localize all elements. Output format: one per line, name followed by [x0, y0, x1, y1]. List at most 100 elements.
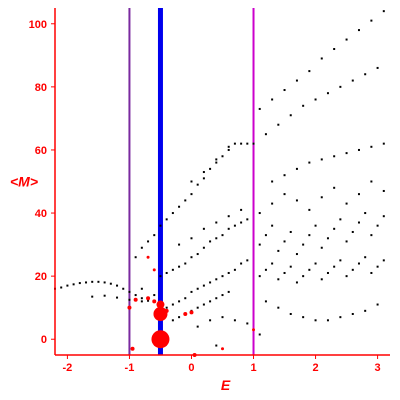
- data-point: [320, 57, 323, 60]
- x-tick-label: -1: [125, 362, 135, 374]
- data-point: [178, 243, 181, 246]
- data-point: [345, 38, 348, 41]
- data-point: [271, 98, 274, 101]
- highlight-point: [183, 311, 188, 316]
- data-point: [202, 177, 205, 180]
- data-point: [240, 221, 243, 224]
- data-point: [364, 256, 367, 259]
- data-point: [202, 171, 205, 174]
- data-point: [320, 196, 323, 199]
- x-tick-label: -2: [63, 362, 73, 374]
- data-point: [66, 284, 69, 287]
- data-point: [382, 10, 385, 13]
- highlight-point: [146, 296, 151, 301]
- data-point: [140, 246, 143, 249]
- data-point: [103, 281, 106, 284]
- data-point: [376, 224, 379, 227]
- data-point: [376, 66, 379, 69]
- y-tick-label: 0: [41, 334, 47, 346]
- data-point: [271, 202, 274, 205]
- data-point: [277, 278, 280, 281]
- data-point: [326, 319, 329, 322]
- data-point: [339, 259, 342, 262]
- data-point: [345, 275, 348, 278]
- data-point: [271, 180, 274, 183]
- data-point: [351, 230, 354, 233]
- data-point: [364, 309, 367, 312]
- data-point: [295, 79, 298, 82]
- data-point: [159, 224, 162, 227]
- data-point: [283, 271, 286, 274]
- highlight-point: [189, 310, 194, 315]
- data-point: [171, 319, 174, 322]
- data-point: [289, 312, 292, 315]
- data-point: [209, 300, 212, 303]
- y-tick-label: 100: [29, 19, 47, 31]
- data-point: [153, 294, 156, 297]
- highlight-point: [133, 297, 138, 302]
- data-point: [128, 298, 131, 301]
- data-point: [370, 19, 373, 22]
- data-point: [382, 259, 385, 262]
- data-point: [326, 92, 329, 95]
- data-point: [91, 295, 94, 298]
- data-point: [295, 281, 298, 284]
- highlight-point: [146, 255, 150, 259]
- data-point: [165, 271, 168, 274]
- data-point: [308, 268, 311, 271]
- data-point: [302, 243, 305, 246]
- data-point: [357, 262, 360, 265]
- data-point: [178, 205, 181, 208]
- data-point: [258, 275, 261, 278]
- data-point: [283, 240, 286, 243]
- data-point: [196, 306, 199, 309]
- data-point: [215, 278, 218, 281]
- data-point: [221, 234, 224, 237]
- data-point: [215, 161, 218, 164]
- data-point: [233, 268, 236, 271]
- data-point: [246, 259, 249, 262]
- data-point: [258, 333, 261, 336]
- data-point: [289, 114, 292, 117]
- data-point: [190, 290, 193, 293]
- data-point: [264, 268, 267, 271]
- data-point: [233, 142, 236, 145]
- data-point: [140, 300, 143, 303]
- data-point: [202, 227, 205, 230]
- data-point: [283, 89, 286, 92]
- data-point: [190, 256, 193, 259]
- data-point: [221, 275, 224, 278]
- data-point: [178, 316, 181, 319]
- data-point: [147, 299, 150, 302]
- data-point: [246, 218, 249, 221]
- highlight-point: [156, 300, 165, 309]
- highlight-point: [127, 305, 132, 310]
- data-point: [314, 262, 317, 265]
- data-point: [171, 303, 174, 306]
- data-point: [159, 275, 162, 278]
- data-point: [171, 268, 174, 271]
- data-point: [240, 262, 243, 265]
- data-point: [264, 234, 267, 237]
- highlight-point: [164, 308, 169, 313]
- data-point: [320, 278, 323, 281]
- data-point: [246, 322, 249, 325]
- data-point: [227, 290, 230, 293]
- data-point: [184, 297, 187, 300]
- data-point: [376, 303, 379, 306]
- data-point: [357, 29, 360, 32]
- data-point: [196, 287, 199, 290]
- data-point: [271, 262, 274, 265]
- data-point: [109, 282, 112, 285]
- data-point: [196, 183, 199, 186]
- data-point: [333, 227, 336, 230]
- y-tick-label: 80: [35, 82, 47, 94]
- data-point: [382, 189, 385, 192]
- y-axis-label: <M>: [10, 174, 38, 190]
- data-point: [221, 294, 224, 297]
- data-point: [240, 142, 243, 145]
- data-point: [264, 300, 267, 303]
- data-point: [78, 282, 81, 285]
- y-tick-label: 60: [35, 145, 47, 157]
- x-ticks: -2 -1 0 1 2 3: [63, 355, 381, 374]
